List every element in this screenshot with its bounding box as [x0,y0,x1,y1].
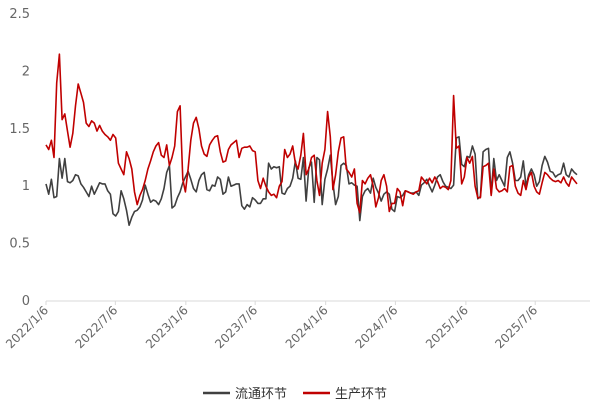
legend-label: 流通环节 [235,387,287,402]
x-axis-tick-labels: 2022/1/6 2022/7/6 2023/1/6 2023/7/6 2024/1/6… [3,301,540,351]
x-tick-label: 2022/7/6 [72,303,120,351]
y-axis-tick-labels: 0 0.5 1 1.5 2 2.5 [9,7,30,309]
x-tick-label: 2024/7/6 [352,303,400,351]
series-line-1 [45,53,578,214]
x-tick-label: 2023/1/6 [143,303,191,351]
series-lines [45,53,578,226]
x-tick-label: 2023/7/6 [212,303,260,351]
legend: 流通环节 生产环节 [203,387,387,402]
y-tick-label: 2 [22,64,30,79]
y-tick-label: 2.5 [9,7,30,22]
y-tick-label: 1.5 [9,122,30,137]
x-tick-label: 2025/1/6 [423,303,471,351]
y-tick-label: 0.5 [9,237,30,252]
y-tick-label: 1 [22,179,30,194]
legend-label: 生产环节 [335,387,387,402]
x-tick-label: 2024/1/6 [283,303,331,351]
x-tick-label: 2025/7/6 [492,303,540,351]
series-line-0 [45,136,578,226]
x-tick-label: 2022/1/6 [3,303,51,351]
y-tick-label: 0 [22,294,30,309]
